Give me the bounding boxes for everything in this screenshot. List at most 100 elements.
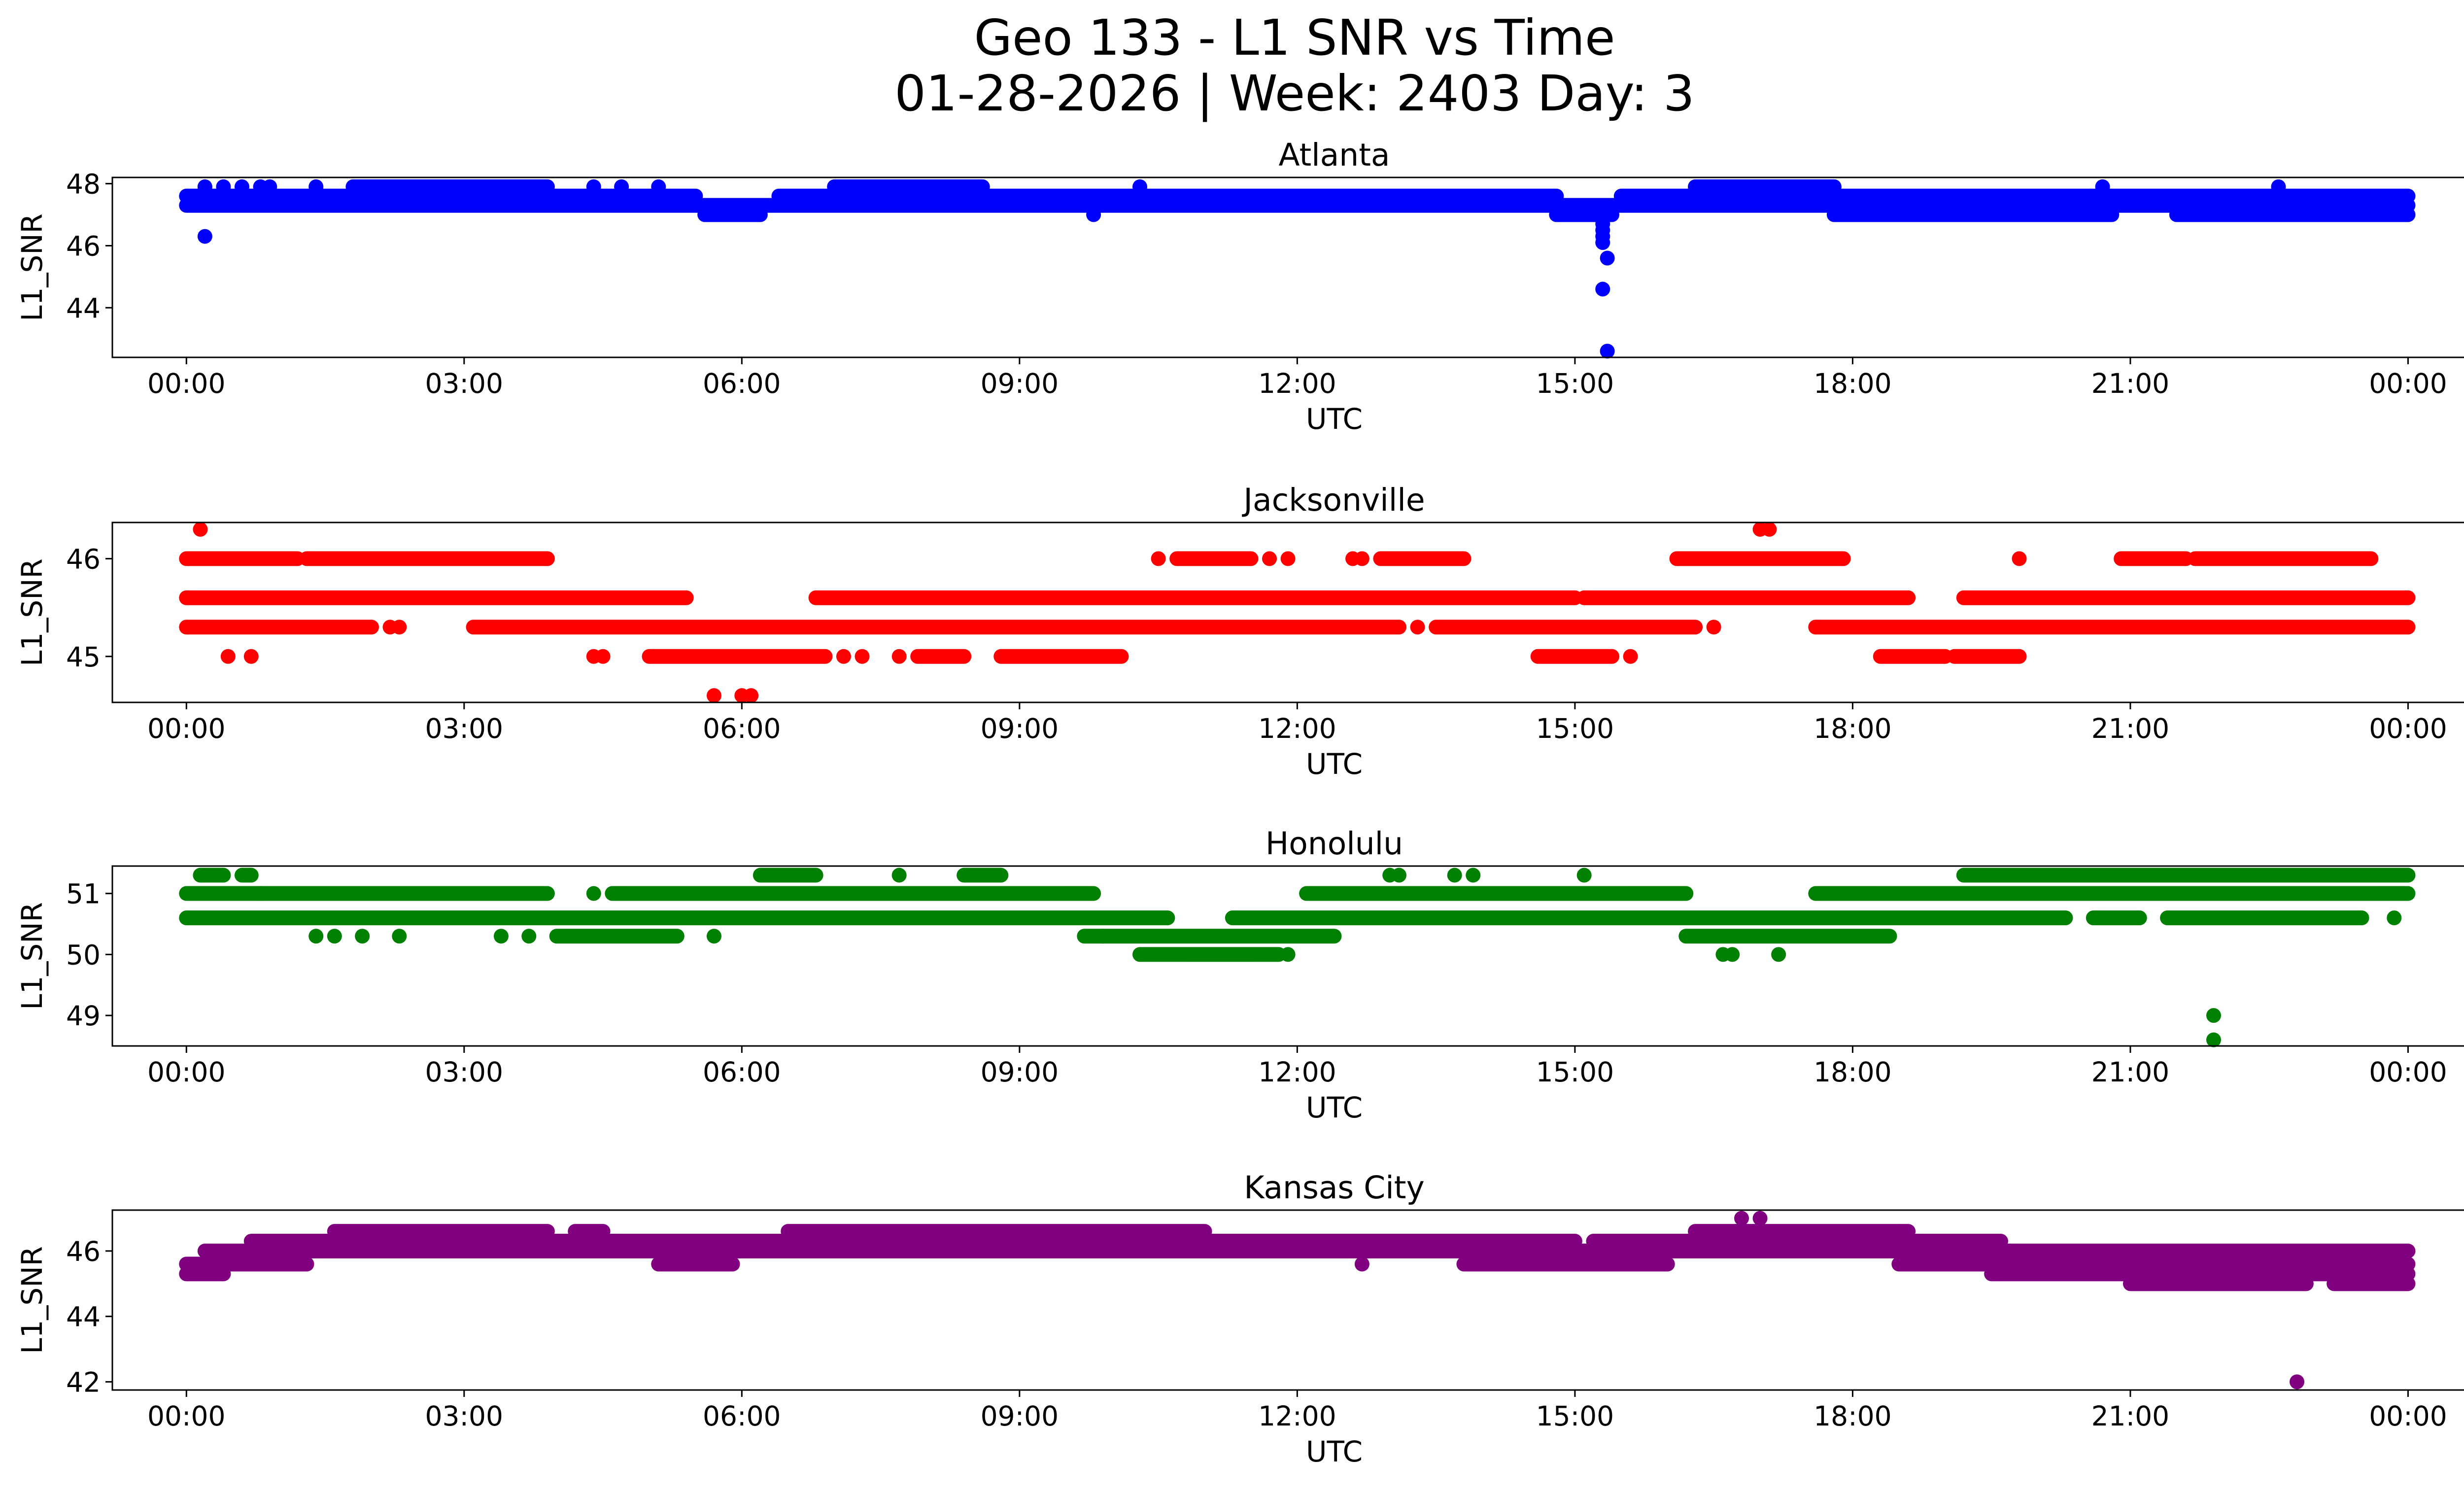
data-point bbox=[193, 522, 208, 537]
data-point bbox=[1132, 179, 1148, 194]
y-tick-label: 49 bbox=[66, 1000, 101, 1032]
data-point bbox=[1576, 868, 1592, 883]
marker-run bbox=[1456, 1256, 1675, 1272]
data-point bbox=[1576, 207, 1592, 222]
x-tick-label: 21:00 bbox=[2091, 1400, 2170, 1432]
data-point bbox=[355, 929, 370, 944]
data-point bbox=[586, 179, 601, 194]
series-markers bbox=[179, 1211, 2416, 1390]
data-point bbox=[2095, 179, 2110, 194]
data-point bbox=[836, 649, 851, 664]
marker-run bbox=[1826, 207, 2120, 222]
x-tick-label: 09:00 bbox=[981, 713, 1059, 744]
x-tick-label: 09:00 bbox=[981, 1056, 1059, 1088]
axes-frame bbox=[111, 176, 2464, 358]
x-tick-label: 00:00 bbox=[2369, 713, 2447, 744]
data-point bbox=[1706, 620, 1721, 635]
marker-run bbox=[651, 1256, 740, 1272]
marker-run bbox=[1225, 910, 2073, 926]
data-point bbox=[234, 179, 249, 194]
marker-run bbox=[2169, 207, 2416, 222]
data-point bbox=[1280, 551, 1296, 566]
y-tick-label: 44 bbox=[66, 292, 101, 324]
marker-run bbox=[1669, 551, 1851, 566]
marker-run bbox=[2160, 910, 2369, 926]
marker-run bbox=[1576, 590, 1916, 605]
data-point bbox=[197, 179, 212, 194]
x-tick-label: 06:00 bbox=[703, 1056, 781, 1088]
y-tick-label: 42 bbox=[66, 1366, 101, 1398]
data-point bbox=[1891, 1224, 1907, 1239]
data-point bbox=[262, 179, 277, 194]
data-point bbox=[493, 929, 509, 944]
figure-title-line1: Geo 133 - L1 SNR vs Time bbox=[974, 9, 1615, 67]
marker-run bbox=[179, 551, 305, 566]
data-point bbox=[220, 649, 236, 664]
data-point bbox=[706, 929, 721, 944]
data-point bbox=[1762, 522, 1777, 537]
marker-run bbox=[993, 649, 1129, 664]
data-point bbox=[197, 229, 212, 244]
x-axis-label: UTC bbox=[1306, 1091, 1363, 1124]
marker-run bbox=[605, 886, 1101, 901]
marker-run bbox=[753, 868, 823, 883]
x-tick-label: 03:00 bbox=[425, 1056, 504, 1088]
data-point bbox=[1354, 551, 1369, 566]
marker-run bbox=[1429, 620, 1703, 635]
marker-run bbox=[179, 590, 694, 605]
data-point bbox=[1262, 551, 1277, 566]
data-point bbox=[891, 649, 907, 664]
data-point bbox=[392, 929, 407, 944]
axes-frame bbox=[111, 522, 2464, 703]
marker-run bbox=[179, 1266, 231, 1282]
y-axis-label: L1_SNR bbox=[15, 902, 49, 1010]
marker-run bbox=[2114, 551, 2193, 566]
y-axis-label: L1_SNR bbox=[15, 213, 49, 321]
x-tick-label: 00:00 bbox=[147, 368, 226, 399]
x-axis-label: UTC bbox=[1306, 747, 1363, 781]
marker-run bbox=[642, 649, 833, 664]
marker-run bbox=[808, 590, 1582, 605]
x-tick-label: 21:00 bbox=[2091, 368, 2170, 399]
data-point bbox=[586, 886, 601, 901]
marker-run bbox=[2086, 910, 2147, 926]
data-point bbox=[1086, 207, 1101, 222]
subplot-title: Atlanta bbox=[1278, 137, 1390, 173]
axes-frame bbox=[111, 1209, 2464, 1391]
data-point bbox=[1725, 947, 1740, 962]
data-point bbox=[216, 179, 231, 194]
marker-run bbox=[1132, 947, 1286, 962]
data-point bbox=[2290, 1374, 2305, 1390]
subplot-panels: Atlanta 00:00 03:00 06:00 09:00 12:00 15:00 18:… bbox=[15, 137, 2464, 1468]
data-point bbox=[1623, 649, 1638, 664]
marker-run bbox=[299, 551, 555, 566]
data-point bbox=[1595, 281, 1610, 297]
marker-run bbox=[197, 1243, 2416, 1258]
marker-run bbox=[1373, 551, 1472, 566]
data-point bbox=[308, 179, 324, 194]
x-tick-label: 06:00 bbox=[703, 713, 781, 744]
x-tick-label: 00:00 bbox=[147, 713, 226, 744]
marker-run bbox=[957, 868, 1009, 883]
y-tick-label: 50 bbox=[66, 939, 101, 971]
x-tick-label: 12:00 bbox=[1258, 1056, 1336, 1088]
data-point bbox=[2095, 1243, 2110, 1258]
data-point bbox=[521, 929, 537, 944]
x-tick-label: 18:00 bbox=[1814, 1056, 1892, 1088]
marker-run bbox=[466, 620, 1406, 635]
data-point bbox=[1354, 1256, 1369, 1272]
data-point bbox=[392, 620, 407, 635]
x-tick-label: 15:00 bbox=[1536, 1400, 1614, 1432]
data-point bbox=[2387, 910, 2402, 926]
x-tick-label: 21:00 bbox=[2091, 1056, 2170, 1088]
data-point bbox=[2308, 1243, 2323, 1258]
marker-run bbox=[1956, 590, 2416, 605]
subplot-title: Jacksonville bbox=[1241, 482, 1425, 518]
x-tick-label: 03:00 bbox=[425, 1400, 504, 1432]
data-point bbox=[1447, 868, 1462, 883]
data-point bbox=[1391, 868, 1406, 883]
data-point bbox=[595, 649, 611, 664]
data-point bbox=[2206, 1032, 2221, 1047]
data-point bbox=[2206, 1008, 2221, 1023]
x-tick-label: 06:00 bbox=[703, 368, 781, 399]
